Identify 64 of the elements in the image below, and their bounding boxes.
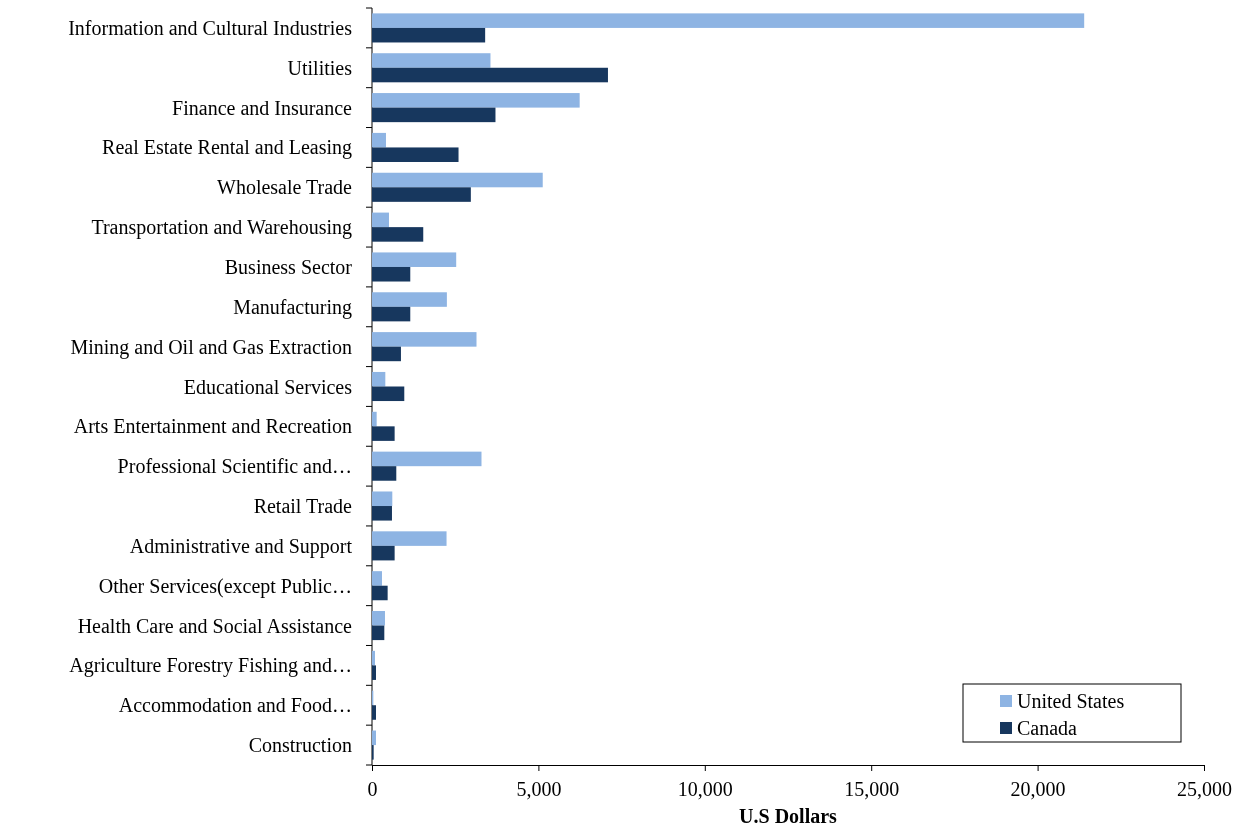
- bar: [372, 306, 411, 322]
- x-axis-title: U.S Dollars: [739, 805, 838, 827]
- y-tick-label: Manufacturing: [233, 295, 352, 319]
- bar: [372, 252, 457, 267]
- x-tick-label: 20,000: [1010, 778, 1066, 800]
- bar: [372, 107, 496, 123]
- legend-label: United States: [1017, 690, 1125, 712]
- bar: [372, 506, 392, 521]
- bar: [372, 332, 477, 347]
- bar: [372, 411, 377, 427]
- bar: [372, 53, 491, 68]
- x-tick-label: 5,000: [516, 778, 562, 800]
- bar: [372, 665, 376, 680]
- y-tick-label: Real Estate Rental and Leasing: [102, 136, 352, 160]
- bar: [372, 705, 376, 720]
- y-tick-label: Professional Scientific and…: [117, 455, 352, 478]
- y-tick-label: Wholesale Trade: [217, 176, 353, 199]
- bar: [372, 371, 386, 387]
- bar: [372, 730, 376, 746]
- y-tick-label: Other Services(except Public…: [98, 574, 352, 598]
- bar: [372, 266, 411, 282]
- bar: [372, 650, 375, 666]
- bar: [372, 625, 385, 641]
- x-tick-label: 0: [367, 778, 378, 800]
- legend-label: Canada: [1017, 717, 1078, 739]
- y-tick-label: Retail Trade: [253, 495, 353, 518]
- y-tick-label: Arts Entertainment and Recreation: [73, 415, 352, 438]
- bar: [372, 491, 393, 507]
- bar: [372, 132, 386, 148]
- bar: [372, 292, 447, 307]
- y-tick-label: Finance and Insurance: [172, 96, 353, 119]
- y-tick-label: Transportation and Warehousing: [91, 216, 352, 240]
- y-tick-label: Information and Cultural Industries: [68, 16, 353, 39]
- bar: [372, 426, 395, 441]
- y-tick-label: Administrative and Support: [129, 534, 353, 558]
- bar: [372, 67, 608, 83]
- bar: [372, 611, 385, 626]
- bar: [372, 585, 388, 601]
- bar: [372, 27, 486, 43]
- bar: [372, 172, 543, 188]
- y-tick-label: Health Care and Social Assistance: [77, 614, 353, 637]
- bar: [372, 212, 389, 228]
- bar: [372, 13, 1085, 28]
- bar: [372, 466, 397, 481]
- bar: [372, 147, 459, 162]
- y-tick-label: Educational Services: [183, 375, 353, 398]
- bar: [372, 531, 447, 546]
- bar: [372, 386, 405, 402]
- bar: [372, 571, 382, 586]
- x-tick-label: 10,000: [677, 778, 733, 800]
- y-tick-label: Agriculture Forestry Fishing and…: [69, 654, 352, 678]
- y-tick-label: Utilities: [287, 56, 353, 79]
- y-tick-label: Mining and Oil and Gas Extraction: [70, 335, 352, 359]
- bar: [372, 545, 395, 561]
- bar: [372, 346, 401, 362]
- bar: [372, 227, 424, 242]
- y-tick-label: Accommodation and Food…: [118, 694, 352, 717]
- y-tick-label: Construction: [248, 734, 352, 757]
- bar: [372, 93, 580, 108]
- x-tick-label: 25,000: [1177, 778, 1232, 800]
- x-tick-label: 15,000: [844, 778, 900, 800]
- y-tick-label: Business Sector: [224, 255, 353, 278]
- bar: [372, 187, 471, 202]
- bar: [372, 451, 482, 467]
